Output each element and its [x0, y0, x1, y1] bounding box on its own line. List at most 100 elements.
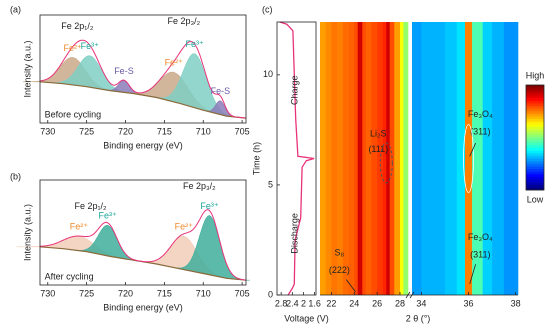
x-axis-title: 2 θ (°): [406, 313, 431, 323]
colorbar-cell: [526, 150, 544, 154]
colorbar-cell: [526, 158, 544, 162]
colorbar-cell: [526, 121, 544, 125]
x-tick-label: 1.6: [308, 298, 321, 308]
heat-cell: [331, 22, 338, 295]
heat-cell: [386, 22, 391, 295]
panel-label: (a): [10, 4, 21, 14]
panel-label: (b): [10, 171, 21, 181]
x-tick-label: 34: [416, 298, 426, 308]
background-line: [39, 81, 247, 119]
heat-cell: [472, 22, 483, 295]
heat-cell: [348, 22, 355, 295]
heat-cell: [325, 22, 332, 295]
axis-break: [405, 291, 411, 299]
heat-cell: [465, 22, 473, 295]
pointer-arrow: [345, 279, 356, 292]
annotation: Fe 2p₃/₂: [183, 181, 216, 191]
annotation: Charge: [289, 75, 299, 105]
colorbar-cell: [526, 142, 544, 146]
colorbar-cell: [526, 169, 544, 172]
heat-cell: [382, 22, 387, 295]
highlight-ellipse: [463, 124, 474, 193]
highlight-ellipse: [379, 142, 393, 184]
axis-break: [409, 291, 415, 299]
colorbar-cell: [526, 111, 544, 115]
colorbar-cell: [526, 90, 544, 94]
colorbar-cell: [526, 108, 544, 112]
annotation: After cycling: [45, 272, 94, 282]
heat-cell: [320, 22, 327, 295]
x-tick-label: 715: [157, 126, 172, 136]
heat-cell: [365, 22, 372, 295]
annotation: Discharge: [289, 213, 299, 254]
colorbar-cell: [526, 103, 544, 107]
colorbar-cell: [526, 119, 544, 123]
annotation: (311): [470, 250, 490, 260]
heat-cell: [342, 22, 349, 295]
annotation: Li₂S: [370, 129, 387, 139]
y-tick-label: 5: [268, 179, 273, 189]
y-axis-title: Intensity (a.u.): [22, 40, 32, 97]
peak-label: Fe²⁺: [175, 222, 194, 232]
colorbar-cell: [526, 129, 544, 133]
annotation: Before cycling: [45, 110, 102, 120]
heat-cell: [357, 22, 363, 295]
heat-cell: [482, 22, 493, 295]
colorbar-label: Low: [527, 194, 544, 204]
heat-cell: [492, 22, 505, 295]
x-tick-label: 720: [118, 288, 133, 298]
heat-cell: [433, 22, 446, 295]
y-axis-title: Intensity (a.u.): [22, 204, 32, 261]
colorbar-cell: [526, 124, 544, 128]
voltage-curve: [279, 21, 315, 296]
plot-frame: [39, 14, 247, 124]
fit-envelope: [40, 209, 247, 281]
x-tick-label: 725: [79, 126, 94, 136]
colorbar-cell: [526, 87, 544, 91]
x-tick-label: 710: [196, 126, 211, 136]
y-tick-label: 0: [268, 289, 273, 299]
peak-label: Fe³⁺: [200, 201, 219, 211]
colorbar-cell: [526, 100, 544, 104]
colorbar-cell: [526, 166, 544, 170]
colorbar-cell: [526, 106, 544, 109]
x-axis-title: Voltage (V): [284, 313, 329, 323]
peak-label: Fe²⁺: [165, 58, 184, 68]
peak-label: Fe³⁺: [186, 39, 205, 49]
x-tick-label: 38: [511, 298, 521, 308]
colorbar-cell: [526, 92, 544, 96]
x-tick-label: 705: [235, 288, 250, 298]
heat-cell: [400, 22, 404, 295]
annotation: Fe 2p₁/₂: [61, 21, 94, 31]
colorbar-cell: [526, 116, 544, 120]
x-tick-label: 710: [196, 288, 211, 298]
x-tick-label: 22: [326, 298, 336, 308]
colorbar-cell: [526, 153, 544, 157]
plot-frame: [39, 179, 247, 286]
colorbar-frame: [525, 84, 545, 191]
y-axis-title: Time (h): [251, 142, 261, 175]
peak-label: Fe²⁺: [70, 222, 89, 232]
colorbar-label: High: [526, 70, 545, 80]
x-axis-title: Binding energy (eV): [103, 302, 183, 312]
colorbar-cell: [526, 113, 544, 117]
x-tick-label: 2.8: [275, 298, 288, 308]
x-tick-label: 720: [118, 126, 133, 136]
peak-label: Fe²⁺: [64, 43, 83, 53]
annotation: Fe 2p₃/₂: [167, 16, 200, 26]
heat-cell: [354, 22, 359, 295]
colorbar-cell: [526, 182, 544, 186]
x-tick-label: 28: [395, 298, 405, 308]
colorbar-cell: [526, 85, 544, 88]
heat-cell: [421, 22, 434, 295]
annotation: (311): [470, 126, 490, 136]
annotation: Fe₃O₄: [468, 109, 493, 119]
x-tick-label: 730: [40, 288, 55, 298]
x-tick-label: 2: [301, 298, 306, 308]
colorbar-cell: [526, 174, 544, 178]
annotation: Fe₃O₄: [468, 232, 493, 242]
x-tick-label: 705: [235, 126, 250, 136]
heat-cell: [456, 22, 466, 295]
heat-cell: [371, 22, 378, 295]
